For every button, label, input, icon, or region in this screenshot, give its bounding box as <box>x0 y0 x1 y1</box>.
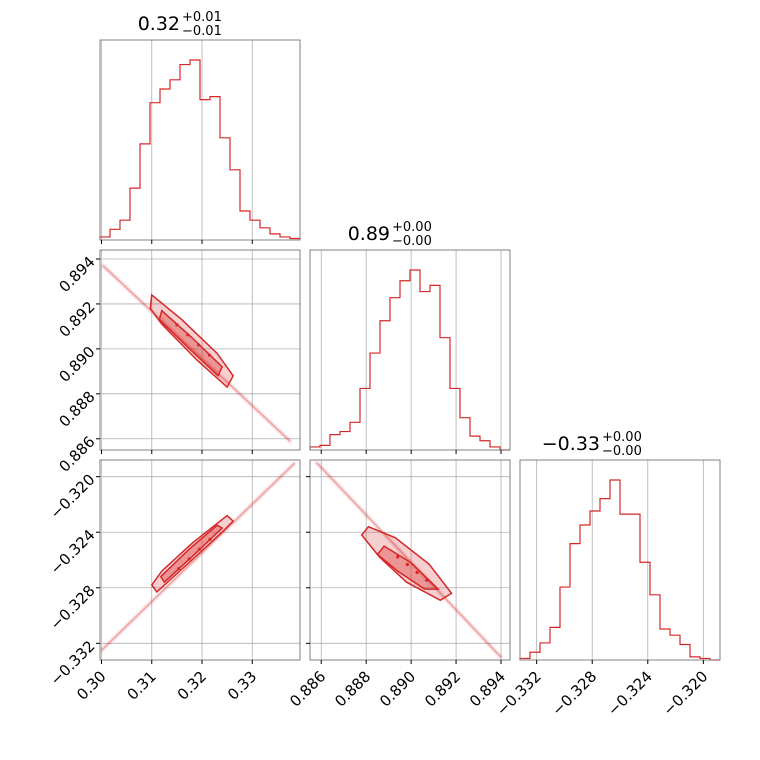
sample-scatter <box>100 462 296 651</box>
histogram-step-2 <box>309 269 510 451</box>
x-tick-label: −0.324 <box>604 667 656 719</box>
x-tick-label: −0.320 <box>659 667 711 719</box>
histogram-step-3 <box>519 479 720 661</box>
sample-scatter-faint <box>100 460 298 653</box>
y-tick-label: 0.892 <box>55 298 98 341</box>
panel-title-value: 0.89 <box>348 223 390 245</box>
density-point <box>415 570 419 574</box>
y-tick-label: 0.890 <box>55 343 98 386</box>
panel-title-plus: +0.00 <box>392 220 432 235</box>
x-tick-label: 0.30 <box>73 667 109 703</box>
panel-title-value: −0.33 <box>542 433 600 455</box>
density-point <box>196 343 201 347</box>
panel-frame <box>309 249 511 451</box>
density-point <box>405 563 409 567</box>
contour-inner <box>376 545 440 590</box>
x-tick-label: 0.33 <box>224 667 260 703</box>
density-point <box>208 537 212 542</box>
panel-frame <box>99 39 301 241</box>
sample-scatter <box>316 462 502 658</box>
y-tick-label: −0.324 <box>47 526 99 578</box>
panel-title-minus: −0.00 <box>602 444 642 459</box>
density-point <box>175 323 179 327</box>
gridlines <box>536 460 704 660</box>
sample-scatter <box>102 265 291 442</box>
panel-frame <box>99 249 301 451</box>
panel-title-value: 0.32 <box>138 13 180 35</box>
gridlines <box>100 250 300 450</box>
contour-inner <box>159 524 224 584</box>
density-panel <box>100 263 293 444</box>
gridlines <box>101 40 253 240</box>
sample-scatter-faint <box>314 460 504 660</box>
x-tick-label: 0.888 <box>331 667 374 710</box>
x-tick-label: −0.328 <box>548 667 600 719</box>
density-point <box>396 555 400 559</box>
x-tick-label: 0.31 <box>124 667 160 703</box>
panel-frame <box>309 459 511 661</box>
panel-frame <box>519 459 721 661</box>
density-point <box>187 557 191 561</box>
x-tick-label: 0.890 <box>376 667 419 710</box>
y-tick-label: −0.328 <box>47 582 99 634</box>
sample-scatter-faint <box>100 263 293 444</box>
y-tick-label: −0.320 <box>47 470 99 522</box>
density-point <box>425 578 429 582</box>
contour-inner <box>158 309 224 378</box>
gridlines <box>320 250 502 450</box>
y-tick-label: 0.888 <box>55 388 98 431</box>
panel-title-plus: +0.01 <box>182 10 222 25</box>
y-tick-label: 0.886 <box>55 433 98 476</box>
contour-outer <box>150 514 235 594</box>
panel-title-minus: −0.01 <box>182 24 222 39</box>
density-panel <box>314 460 504 660</box>
density-panel <box>100 460 298 653</box>
x-tick-label: 0.886 <box>286 667 329 710</box>
density-point <box>177 567 181 571</box>
gridlines <box>100 460 300 660</box>
density-point <box>186 333 190 337</box>
x-tick-label: 0.32 <box>174 667 210 703</box>
density-point <box>197 547 202 551</box>
density-point <box>207 353 212 357</box>
histogram-step-1 <box>99 59 301 240</box>
panel-title-plus: +0.00 <box>602 430 642 445</box>
y-tick-label: 0.894 <box>55 253 98 296</box>
gridlines <box>310 460 510 660</box>
panel-title-minus: −0.00 <box>392 234 432 249</box>
panel-frame <box>99 459 301 661</box>
x-tick-label: 0.892 <box>421 667 464 710</box>
